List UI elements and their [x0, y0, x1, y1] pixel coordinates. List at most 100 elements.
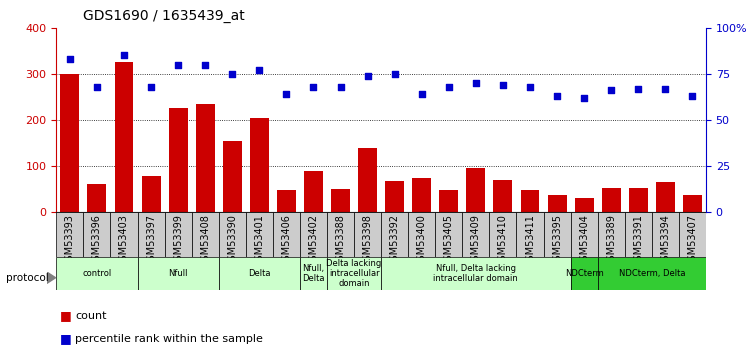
Point [226, 71, 238, 77]
Point [443, 84, 455, 89]
Bar [571, 257, 598, 290]
Text: GSM53407: GSM53407 [687, 214, 698, 267]
Text: GSM53396: GSM53396 [92, 214, 102, 267]
Text: percentile rank within the sample: percentile rank within the sample [75, 334, 263, 344]
Bar [490, 212, 517, 257]
Bar [493, 180, 512, 212]
Text: ■: ■ [60, 309, 72, 323]
Point [416, 91, 428, 97]
Text: GSM53408: GSM53408 [201, 214, 210, 267]
Text: GSM53390: GSM53390 [228, 214, 237, 267]
Bar [358, 148, 377, 212]
Text: protocol: protocol [6, 273, 49, 283]
Bar [598, 257, 706, 290]
Point [253, 67, 265, 73]
Text: Delta: Delta [248, 269, 270, 278]
Text: GSM53398: GSM53398 [363, 214, 372, 267]
Bar [683, 195, 702, 212]
Bar [273, 212, 300, 257]
Bar [300, 212, 327, 257]
Bar [381, 212, 409, 257]
Text: GSM53400: GSM53400 [417, 214, 427, 267]
Bar [60, 74, 80, 212]
Text: ■: ■ [60, 332, 72, 345]
Point [64, 56, 76, 62]
Text: control: control [83, 269, 112, 278]
Point [334, 84, 346, 89]
Bar [246, 212, 273, 257]
Point [389, 71, 401, 77]
Text: Nfull,
Delta: Nfull, Delta [302, 264, 324, 283]
Bar [196, 104, 215, 212]
Text: GSM53397: GSM53397 [146, 214, 156, 267]
Text: GSM53395: GSM53395 [552, 214, 562, 267]
Bar [83, 212, 110, 257]
Bar [439, 190, 458, 212]
Point [280, 91, 292, 97]
Bar [520, 190, 539, 212]
Bar [625, 212, 652, 257]
Point [524, 84, 536, 89]
Text: GSM53411: GSM53411 [525, 214, 535, 267]
Text: Delta lacking
intracellular
domain: Delta lacking intracellular domain [327, 258, 382, 288]
Bar [656, 182, 675, 212]
Point [145, 84, 157, 89]
Text: GSM53401: GSM53401 [255, 214, 264, 267]
Text: GSM53393: GSM53393 [65, 214, 75, 267]
Point [605, 88, 617, 93]
Bar [110, 212, 137, 257]
Bar [381, 257, 571, 290]
Bar [137, 212, 164, 257]
Bar [409, 212, 436, 257]
Text: GSM53388: GSM53388 [336, 214, 345, 267]
Bar [87, 184, 107, 212]
Bar [56, 212, 83, 257]
Bar [219, 212, 246, 257]
Bar [412, 178, 431, 212]
Text: GSM53402: GSM53402 [309, 214, 318, 267]
Bar [142, 176, 161, 212]
Text: GSM53409: GSM53409 [471, 214, 481, 267]
Point [497, 82, 509, 88]
Bar [571, 212, 598, 257]
Bar [547, 195, 566, 212]
Text: GSM53403: GSM53403 [119, 214, 129, 267]
Bar [331, 189, 350, 212]
Text: count: count [75, 311, 107, 321]
Text: GDS1690 / 1635439_at: GDS1690 / 1635439_at [83, 9, 244, 23]
Bar [517, 212, 544, 257]
Bar [56, 257, 137, 290]
Bar [354, 212, 382, 257]
Text: GSM53410: GSM53410 [498, 214, 508, 267]
Bar [164, 212, 192, 257]
Point [659, 86, 671, 91]
Text: GSM53391: GSM53391 [633, 214, 644, 267]
Bar [192, 212, 219, 257]
Bar [385, 181, 404, 212]
Bar [652, 212, 679, 257]
Bar [277, 190, 296, 212]
Text: NDCterm: NDCterm [565, 269, 604, 278]
Polygon shape [47, 272, 56, 284]
Text: GSM53394: GSM53394 [660, 214, 671, 267]
Bar [137, 257, 219, 290]
Point [199, 62, 211, 67]
Bar [304, 171, 323, 212]
Point [118, 52, 130, 58]
Bar [602, 188, 620, 212]
Point [91, 84, 103, 89]
Bar [466, 168, 485, 212]
Bar [544, 212, 571, 257]
Point [307, 84, 319, 89]
Bar [463, 212, 490, 257]
Point [578, 95, 590, 100]
Bar [575, 198, 593, 212]
Bar [300, 257, 327, 290]
Point [632, 86, 644, 91]
Bar [679, 212, 706, 257]
Bar [327, 257, 381, 290]
Point [361, 73, 373, 78]
Text: GSM53404: GSM53404 [579, 214, 589, 267]
Bar [327, 212, 354, 257]
Bar [250, 118, 269, 212]
